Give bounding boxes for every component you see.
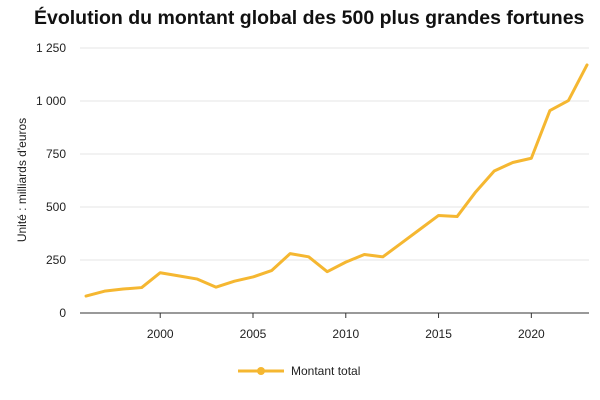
y-tick-label: 500 (46, 200, 66, 214)
x-axis: 2000 2005 2010 2015 2020 (80, 312, 589, 341)
series-line (84, 63, 589, 298)
x-tick-label: 2020 (518, 327, 545, 341)
series-layer (84, 63, 589, 298)
legend-label: Montant total (291, 364, 360, 378)
y-tick-label: 1 250 (36, 41, 66, 55)
x-tick-label: 2010 (332, 327, 359, 341)
legend-swatch-marker (257, 367, 265, 375)
legend: Montant total (238, 364, 360, 378)
y-axis-title: Unité : milliards d'euros (15, 118, 29, 242)
x-tick-label: 2000 (147, 327, 174, 341)
y-tick-label: 250 (46, 253, 66, 267)
x-tick-label: 2005 (240, 327, 267, 341)
chart-title: Évolution du montant global des 500 plus… (34, 7, 585, 29)
y-tick-label: 1 000 (36, 94, 66, 108)
gridlines (80, 47, 589, 261)
x-tick-label: 2015 (425, 327, 452, 341)
y-tick-label: 750 (46, 147, 66, 161)
y-tick-label: 0 (59, 306, 66, 320)
y-axis: 0 250 500 750 1 000 1 250 (36, 41, 66, 320)
